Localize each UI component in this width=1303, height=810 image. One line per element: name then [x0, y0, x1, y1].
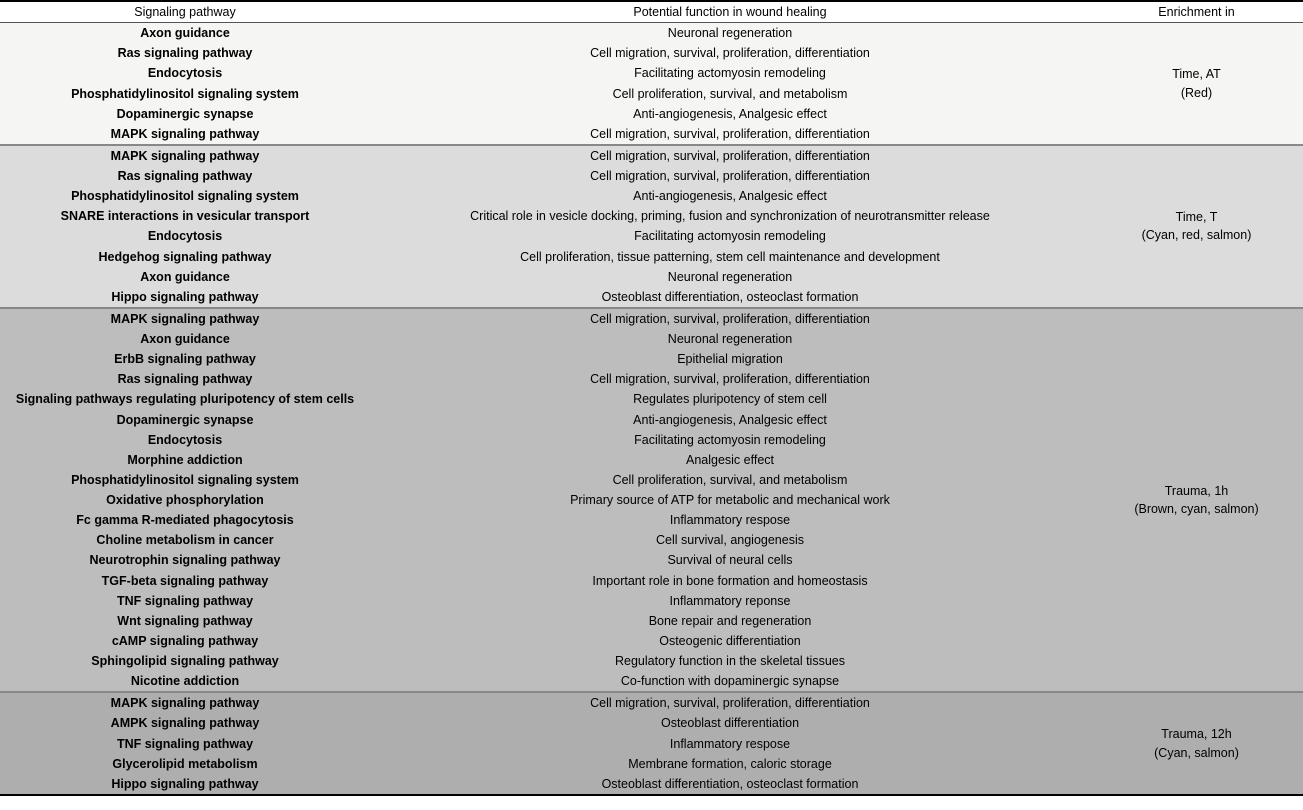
table-row: Axon guidanceNeuronal regenerationTime, … [0, 23, 1303, 44]
function-cell: Inflammatory respose [370, 510, 1090, 530]
pathway-cell: MAPK signaling pathway [0, 692, 370, 713]
function-cell: Cell survival, angiogenesis [370, 530, 1090, 550]
col-header-pathway: Signaling pathway [0, 1, 370, 23]
enrichment-main: Trauma, 1h [1094, 482, 1299, 500]
function-cell: Osteogenic differentiation [370, 631, 1090, 651]
pathway-cell: Ras signaling pathway [0, 166, 370, 186]
function-cell: Osteoblast differentiation, osteoclast f… [370, 774, 1090, 795]
enrichment-sub: (Cyan, salmon) [1094, 744, 1299, 762]
function-cell: Neuronal regeneration [370, 23, 1090, 44]
enrichment-cell: Time, T(Cyan, red, salmon) [1090, 145, 1303, 308]
col-header-enrichment: Enrichment in [1090, 1, 1303, 23]
table-row: MAPK signaling pathwayCell migration, su… [0, 692, 1303, 713]
pathway-cell: Endocytosis [0, 226, 370, 246]
pathway-cell: Sphingolipid signaling pathway [0, 651, 370, 671]
table-body: Axon guidanceNeuronal regenerationTime, … [0, 23, 1303, 795]
function-cell: Cell proliferation, survival, and metabo… [370, 84, 1090, 104]
pathway-cell: MAPK signaling pathway [0, 308, 370, 329]
pathway-cell: Morphine addiction [0, 450, 370, 470]
table-row: MAPK signaling pathwayCell migration, su… [0, 308, 1303, 329]
function-cell: Inflammatory respose [370, 734, 1090, 754]
function-cell: Bone repair and regeneration [370, 611, 1090, 631]
enrichment-sub: (Red) [1094, 84, 1299, 102]
function-cell: Epithelial migration [370, 349, 1090, 369]
function-cell: Anti-angiogenesis, Analgesic effect [370, 186, 1090, 206]
pathway-cell: Choline metabolism in cancer [0, 530, 370, 550]
function-cell: Facilitating actomyosin remodeling [370, 63, 1090, 83]
pathway-table: Signaling pathway Potential function in … [0, 0, 1303, 796]
function-cell: Cell proliferation, survival, and metabo… [370, 470, 1090, 490]
function-cell: Important role in bone formation and hom… [370, 571, 1090, 591]
enrichment-main: Time, AT [1094, 65, 1299, 83]
pathway-cell: SNARE interactions in vesicular transpor… [0, 206, 370, 226]
enrichment-cell: Trauma, 1h(Brown, cyan, salmon) [1090, 308, 1303, 692]
function-cell: Cell migration, survival, proliferation,… [370, 43, 1090, 63]
table-row: MAPK signaling pathwayCell migration, su… [0, 145, 1303, 166]
pathway-cell: MAPK signaling pathway [0, 124, 370, 145]
function-cell: Cell migration, survival, proliferation,… [370, 308, 1090, 329]
function-cell: Facilitating actomyosin remodeling [370, 226, 1090, 246]
pathway-cell: TNF signaling pathway [0, 734, 370, 754]
function-cell: Critical role in vesicle docking, primin… [370, 206, 1090, 226]
function-cell: Anti-angiogenesis, Analgesic effect [370, 104, 1090, 124]
col-header-function: Potential function in wound healing [370, 1, 1090, 23]
pathway-cell: Phosphatidylinositol signaling system [0, 470, 370, 490]
pathway-cell: Hedgehog signaling pathway [0, 247, 370, 267]
pathway-cell: Wnt signaling pathway [0, 611, 370, 631]
function-cell: Cell proliferation, tissue patterning, s… [370, 247, 1090, 267]
pathway-cell: Dopaminergic synapse [0, 104, 370, 124]
pathway-cell: TNF signaling pathway [0, 591, 370, 611]
function-cell: Neuronal regeneration [370, 329, 1090, 349]
pathway-cell: cAMP signaling pathway [0, 631, 370, 651]
function-cell: Cell migration, survival, proliferation,… [370, 124, 1090, 145]
function-cell: Inflammatory reponse [370, 591, 1090, 611]
function-cell: Osteoblast differentiation, osteoclast f… [370, 287, 1090, 308]
pathway-cell: Phosphatidylinositol signaling system [0, 186, 370, 206]
function-cell: Co-function with dopaminergic synapse [370, 671, 1090, 692]
function-cell: Regulatory function in the skeletal tiss… [370, 651, 1090, 671]
function-cell: Cell migration, survival, proliferation,… [370, 145, 1090, 166]
enrichment-main: Time, T [1094, 208, 1299, 226]
pathway-cell: TGF-beta signaling pathway [0, 571, 370, 591]
pathway-cell: Nicotine addiction [0, 671, 370, 692]
function-cell: Survival of neural cells [370, 550, 1090, 570]
pathway-cell: Axon guidance [0, 23, 370, 44]
pathway-cell: Fc gamma R-mediated phagocytosis [0, 510, 370, 530]
function-cell: Neuronal regeneration [370, 267, 1090, 287]
function-cell: Cell migration, survival, proliferation,… [370, 166, 1090, 186]
pathway-cell: Endocytosis [0, 430, 370, 450]
function-cell: Cell migration, survival, proliferation,… [370, 369, 1090, 389]
function-cell: Membrane formation, caloric storage [370, 754, 1090, 774]
pathway-cell: Hippo signaling pathway [0, 287, 370, 308]
pathway-cell: Ras signaling pathway [0, 369, 370, 389]
table-header: Signaling pathway Potential function in … [0, 1, 1303, 23]
enrichment-main: Trauma, 12h [1094, 725, 1299, 743]
pathway-cell: Hippo signaling pathway [0, 774, 370, 795]
enrichment-sub: (Cyan, red, salmon) [1094, 226, 1299, 244]
pathway-cell: Signaling pathways regulating pluripoten… [0, 389, 370, 409]
pathway-cell: MAPK signaling pathway [0, 145, 370, 166]
pathway-cell: Phosphatidylinositol signaling system [0, 84, 370, 104]
function-cell: Osteoblast differentiation [370, 713, 1090, 733]
pathway-cell: Endocytosis [0, 63, 370, 83]
function-cell: Cell migration, survival, proliferation,… [370, 692, 1090, 713]
pathway-cell: AMPK signaling pathway [0, 713, 370, 733]
pathway-cell: Glycerolipid metabolism [0, 754, 370, 774]
function-cell: Analgesic effect [370, 450, 1090, 470]
function-cell: Facilitating actomyosin remodeling [370, 430, 1090, 450]
pathway-cell: ErbB signaling pathway [0, 349, 370, 369]
pathway-cell: Axon guidance [0, 267, 370, 287]
function-cell: Regulates pluripotency of stem cell [370, 389, 1090, 409]
function-cell: Primary source of ATP for metabolic and … [370, 490, 1090, 510]
enrichment-cell: Time, AT(Red) [1090, 23, 1303, 145]
pathway-cell: Oxidative phosphorylation [0, 490, 370, 510]
enrichment-sub: (Brown, cyan, salmon) [1094, 500, 1299, 518]
enrichment-cell: Trauma, 12h(Cyan, salmon) [1090, 692, 1303, 795]
function-cell: Anti-angiogenesis, Analgesic effect [370, 410, 1090, 430]
pathway-cell: Neurotrophin signaling pathway [0, 550, 370, 570]
pathway-cell: Ras signaling pathway [0, 43, 370, 63]
pathway-cell: Dopaminergic synapse [0, 410, 370, 430]
pathway-cell: Axon guidance [0, 329, 370, 349]
